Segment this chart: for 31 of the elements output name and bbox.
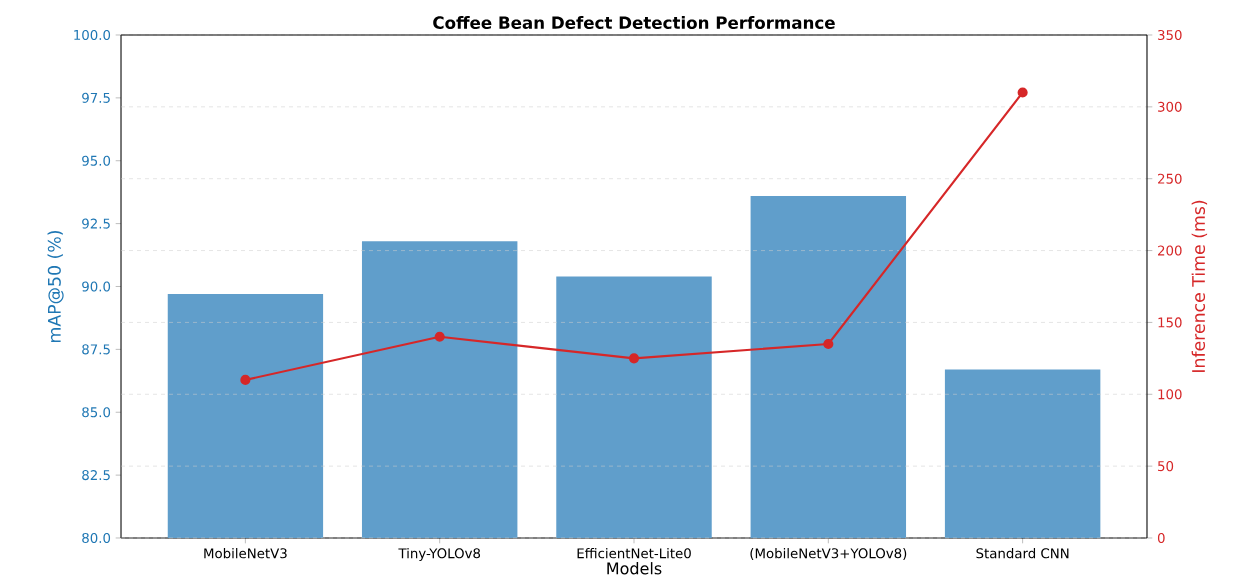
point (628, 353, 640, 364)
x-axis-title: Models (607, 562, 662, 575)
point (240, 374, 251, 385)
x-tick-label: EfficientNet-Lite0 (577, 548, 691, 559)
y2-tick-label: 250 (1158, 173, 1182, 184)
y-tick-label: 97.5 (82, 92, 110, 103)
y2-tick-label: 0 (1157, 532, 1165, 544)
y2-tick-label: 200 (1158, 245, 1182, 256)
y2-tick-label: 150 (1158, 317, 1182, 328)
y2-tick-label: 100 (1158, 389, 1182, 400)
y-tick-label: 85.0 (82, 407, 111, 418)
y-axis-title: mAP@50 (%) (47, 230, 64, 342)
y2-tick-label: 300 (1158, 101, 1182, 112)
x-tick-label: Standard CNN (976, 548, 1069, 559)
y-tick-label: 82.5 (82, 470, 110, 481)
y-tick-label: 90.0 (82, 281, 111, 292)
y-tick-label: 100.0 (74, 29, 111, 41)
y2-tick-label: 50 (1158, 461, 1174, 472)
y-tick-label: 92.5 (82, 218, 110, 229)
y2-axis-title: Inference Time (ms) (1191, 200, 1208, 372)
point (823, 338, 834, 350)
y2-tick-label: 350 (1158, 29, 1182, 41)
y-tick-label: 87.5 (82, 344, 110, 355)
y-tick-label: 80.0 (82, 532, 111, 544)
chart-title: Coffee Bean Defect Detection Performance (433, 16, 835, 29)
x-tick-label: Tiny-YOLOv8 (398, 548, 481, 561)
y-tick-label: 95.0 (82, 155, 111, 166)
point (434, 331, 445, 342)
point (1017, 87, 1028, 98)
x-tick-label: (MobileNetV3+YOLOv8) (750, 548, 907, 560)
x-tick-label: MobileNetV3 (204, 548, 287, 559)
